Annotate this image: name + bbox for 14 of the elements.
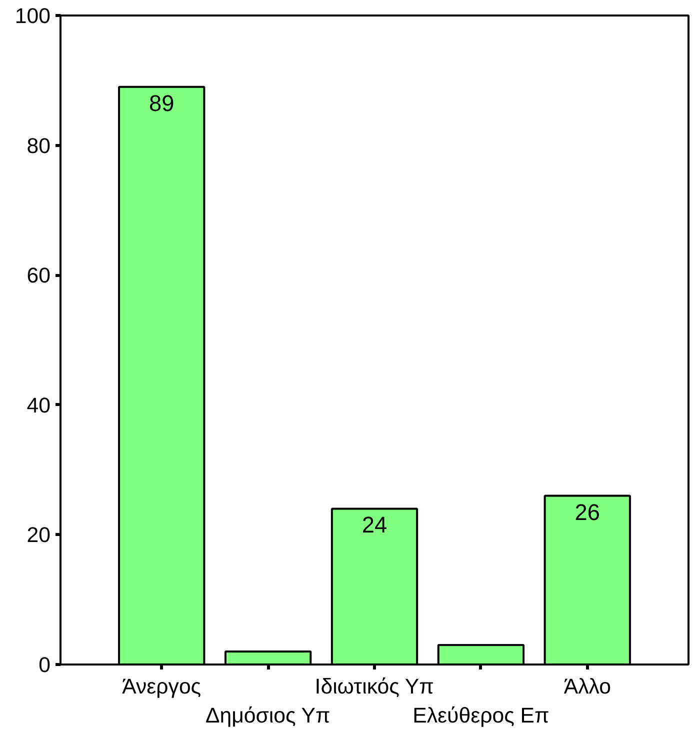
data-label: 89 (149, 90, 174, 116)
x-tick-label: Ιδιωτικός Υπ (314, 674, 434, 698)
y-tick-label: 0 (38, 653, 51, 677)
x-tick-label: Δημόσιος Υπ (205, 703, 330, 728)
y-tick-label: 60 (26, 264, 51, 288)
y-tick-label: 40 (26, 393, 51, 418)
x-tick-label: Άνεργος (122, 674, 202, 698)
data-label: 24 (362, 512, 388, 538)
x-tick-label: Άλλο (564, 674, 611, 698)
y-tick-label: 100 (14, 4, 51, 28)
y-tick-label: 80 (26, 134, 51, 158)
x-tick-label: Ελεύθερος Επ (412, 703, 550, 728)
y-tick-label: 20 (26, 523, 51, 548)
data-label: 26 (574, 498, 600, 525)
